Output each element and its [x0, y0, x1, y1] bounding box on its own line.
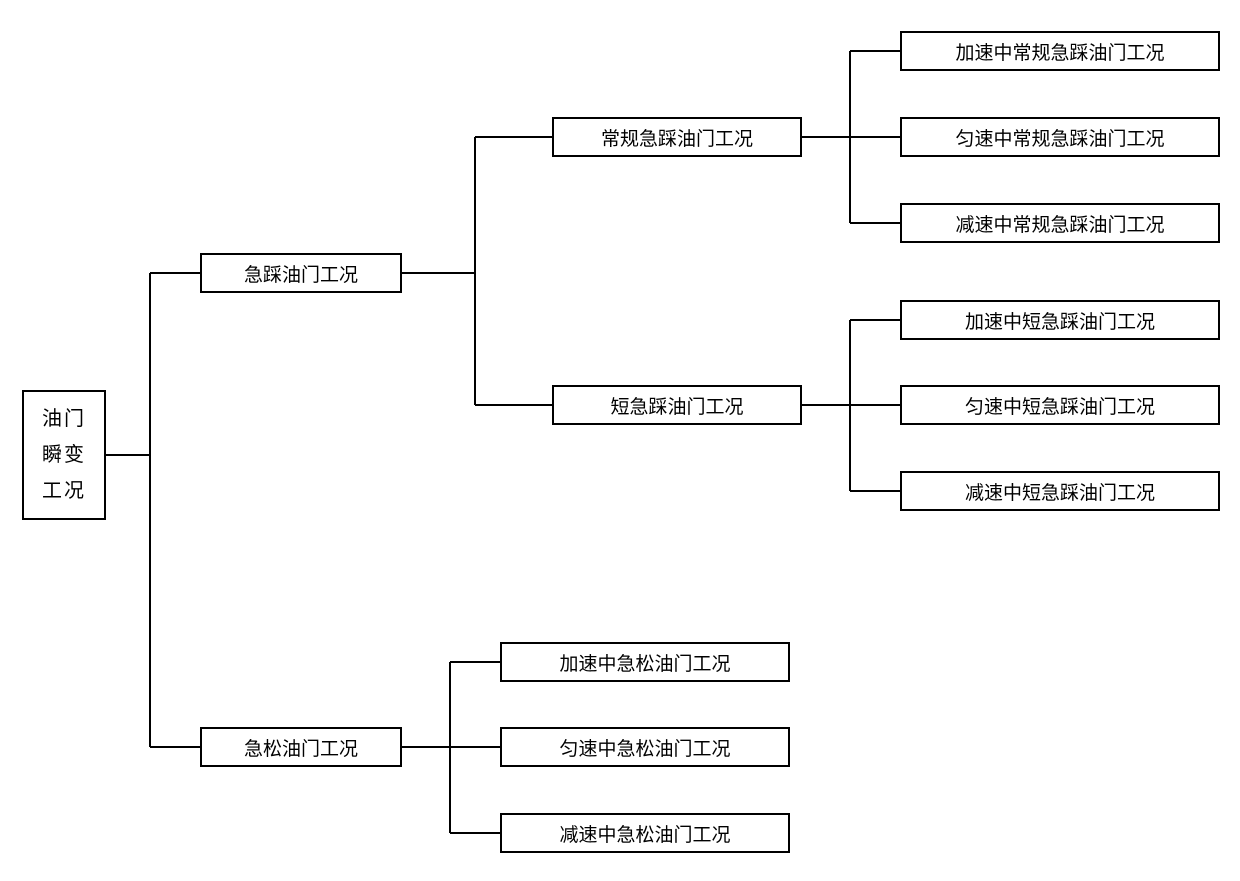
- tree-root: 油门瞬变工况: [22, 390, 106, 520]
- node-label: 常规急踩油门工况: [601, 124, 753, 151]
- tree-node-sp-decel: 减速中短急踩油门工况: [900, 471, 1220, 511]
- tree-node-release: 急松油门工况: [200, 727, 402, 767]
- node-label: 急松油门工况: [244, 734, 358, 761]
- tree-node-rel-accel: 加速中急松油门工况: [500, 642, 790, 682]
- node-label: 短急踩油门工况: [610, 392, 743, 419]
- node-label: 加速中常规急踩油门工况: [955, 38, 1164, 65]
- tree-node-short-press: 短急踩油门工况: [552, 385, 802, 425]
- tree-node-rel-const: 匀速中急松油门工况: [500, 727, 790, 767]
- node-label: 急踩油门工况: [244, 260, 358, 287]
- tree-node-normal-press: 常规急踩油门工况: [552, 117, 802, 157]
- node-label: 匀速中急松油门工况: [559, 734, 730, 761]
- node-label: 匀速中短急踩油门工况: [965, 392, 1155, 419]
- node-label: 减速中常规急踩油门工况: [955, 210, 1164, 237]
- tree-node-np-const: 匀速中常规急踩油门工况: [900, 117, 1220, 157]
- tree-node-rel-decel: 减速中急松油门工况: [500, 813, 790, 853]
- tree-node-np-accel: 加速中常规急踩油门工况: [900, 31, 1220, 71]
- root-label: 油门瞬变工况: [42, 401, 86, 509]
- node-label: 减速中急松油门工况: [559, 820, 730, 847]
- node-label: 减速中短急踩油门工况: [965, 478, 1155, 505]
- tree-node-sp-const: 匀速中短急踩油门工况: [900, 385, 1220, 425]
- node-label: 匀速中常规急踩油门工况: [955, 124, 1164, 151]
- tree-node-press: 急踩油门工况: [200, 253, 402, 293]
- node-label: 加速中急松油门工况: [559, 649, 730, 676]
- tree-node-sp-accel: 加速中短急踩油门工况: [900, 300, 1220, 340]
- tree-node-np-decel: 减速中常规急踩油门工况: [900, 203, 1220, 243]
- node-label: 加速中短急踩油门工况: [965, 307, 1155, 334]
